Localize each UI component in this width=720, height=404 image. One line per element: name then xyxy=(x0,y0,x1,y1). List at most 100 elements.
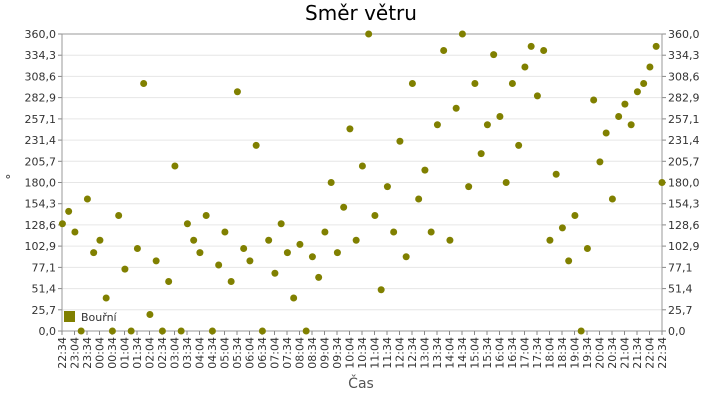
data-point xyxy=(496,113,504,120)
x-tick-label: 11:34 xyxy=(381,337,394,369)
x-tick-label: 13:34 xyxy=(431,337,444,369)
x-tick-label: 08:34 xyxy=(306,337,319,369)
x-tick-label: 17:04 xyxy=(519,337,532,369)
data-point xyxy=(152,257,160,265)
x-tick-label: 10:04 xyxy=(344,337,357,369)
y2-tick-label: 334,3 xyxy=(668,49,700,62)
data-point xyxy=(358,162,366,170)
data-point xyxy=(440,47,448,54)
data-point xyxy=(346,125,354,133)
x-tick-label: 20:04 xyxy=(594,337,607,369)
y2-tick-label: 205,7 xyxy=(668,155,700,168)
x-tick-label: 12:34 xyxy=(406,337,419,369)
data-point xyxy=(477,150,485,158)
data-point xyxy=(658,179,666,186)
data-point xyxy=(446,236,454,244)
data-point xyxy=(90,249,98,257)
data-point xyxy=(377,286,385,294)
data-point xyxy=(527,42,535,50)
data-point xyxy=(627,121,635,129)
x-tick-label: 22:34 xyxy=(656,337,669,369)
y-tick-label: 282,9 xyxy=(25,92,57,105)
y2-tick-label: 25,7 xyxy=(668,304,693,317)
data-point xyxy=(546,236,554,244)
data-point xyxy=(227,278,235,285)
data-point xyxy=(283,249,291,257)
x-tick-label: 04:34 xyxy=(206,337,219,369)
data-point xyxy=(96,236,104,244)
y-tick-label: 154,3 xyxy=(25,198,57,211)
x-tick-label: 05:04 xyxy=(219,337,232,369)
x-tick-label: 12:04 xyxy=(394,337,407,369)
x-tick-label: 15:34 xyxy=(481,337,494,369)
data-point xyxy=(565,257,573,265)
data-point xyxy=(471,80,479,87)
data-point xyxy=(252,141,260,149)
data-point xyxy=(183,220,191,228)
x-tick-label: 14:34 xyxy=(456,337,469,369)
x-tick-label: 07:34 xyxy=(281,337,294,369)
y2-tick-label: 231,4 xyxy=(668,134,700,147)
y2-tick-label: 257,1 xyxy=(668,113,700,126)
data-point xyxy=(165,278,173,285)
x-tick-label: 02:04 xyxy=(144,337,157,369)
data-point xyxy=(452,104,460,112)
x-tick-label: 23:34 xyxy=(81,337,94,369)
x-tick-label: 03:34 xyxy=(181,337,194,369)
y2-tick-label: 154,3 xyxy=(668,198,700,211)
x-tick-label: 18:04 xyxy=(544,337,557,369)
data-point xyxy=(577,327,585,335)
data-point xyxy=(277,220,285,228)
data-point xyxy=(402,253,410,261)
y-tick-label: 180,0 xyxy=(25,177,57,190)
x-tick-label: 04:04 xyxy=(194,337,207,369)
x-tick-label: 01:34 xyxy=(131,337,144,369)
y-tick-label: 257,1 xyxy=(25,113,57,126)
data-point xyxy=(308,253,316,261)
x-tick-label: 03:04 xyxy=(169,337,182,369)
data-point xyxy=(190,236,198,244)
data-point xyxy=(615,113,623,120)
data-point xyxy=(127,327,135,335)
data-point xyxy=(83,195,91,203)
data-point xyxy=(71,228,79,236)
y-tick-label: 102,9 xyxy=(25,240,57,253)
data-point xyxy=(396,137,404,145)
x-tick-label: 19:04 xyxy=(569,337,582,369)
y2-tick-label: 77,1 xyxy=(668,261,693,274)
data-point xyxy=(502,179,510,186)
data-point xyxy=(321,228,329,236)
y2-tick-label: 180,0 xyxy=(668,177,700,190)
data-point xyxy=(340,203,348,211)
y2-tick-label: 102,9 xyxy=(668,240,700,253)
data-point xyxy=(421,166,429,174)
x-tick-label: 08:04 xyxy=(294,337,307,369)
x-tick-label: 21:04 xyxy=(619,337,632,369)
y2-tick-label: 51,4 xyxy=(668,283,693,296)
legend-label: Bouřní xyxy=(81,311,118,324)
data-point xyxy=(202,212,210,219)
data-point xyxy=(290,294,298,302)
data-point xyxy=(215,261,223,269)
y-axis-label: ° xyxy=(5,173,11,187)
data-point xyxy=(233,88,241,96)
data-point xyxy=(371,212,379,219)
y2-tick-label: 128,6 xyxy=(668,219,700,232)
x-tick-label: 06:34 xyxy=(256,337,269,369)
x-tick-label: 13:04 xyxy=(419,337,432,369)
x-tick-label: 02:34 xyxy=(156,337,169,369)
y2-tick-label: 360,0 xyxy=(668,28,700,41)
x-tick-label: 09:04 xyxy=(319,337,332,369)
data-point xyxy=(521,63,529,71)
data-point xyxy=(390,228,398,236)
data-point xyxy=(302,327,310,335)
data-point xyxy=(65,207,73,215)
x-tick-label: 16:04 xyxy=(494,337,507,369)
x-tick-label: 21:34 xyxy=(631,337,644,369)
data-point xyxy=(558,224,566,232)
y-tick-label: 0,0 xyxy=(39,325,57,338)
data-point xyxy=(77,327,85,335)
x-tick-label: 19:34 xyxy=(581,337,594,369)
x-tick-label: 16:34 xyxy=(506,337,519,369)
